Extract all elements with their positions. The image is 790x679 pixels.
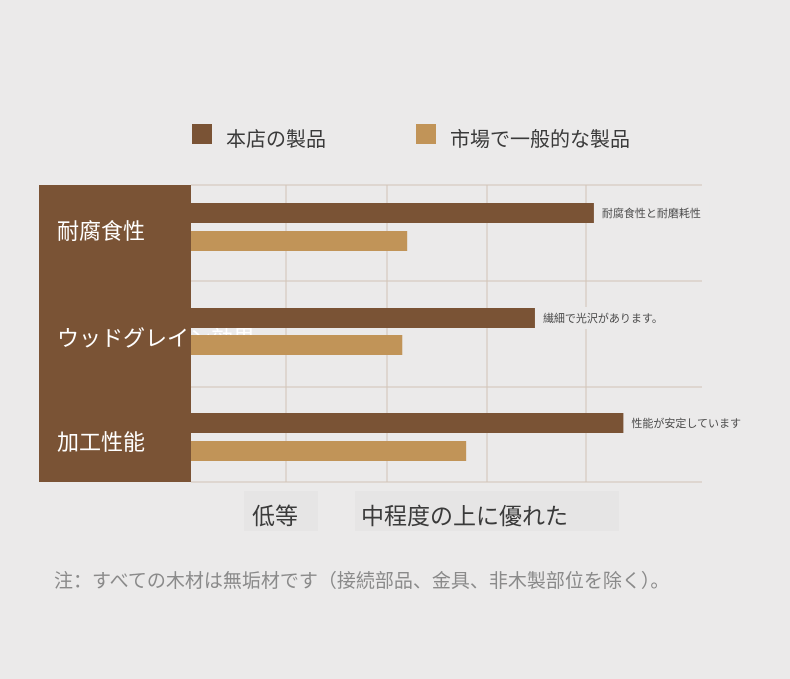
bar-ours-1 bbox=[191, 308, 535, 328]
callout-bg-1 bbox=[538, 307, 674, 329]
category-label-corrosion: 耐腐食性 bbox=[57, 220, 146, 245]
legend-swatch-market bbox=[416, 124, 436, 144]
bar-ours-0 bbox=[191, 203, 594, 223]
bar-callout-1: 繊細で光沢があります。 bbox=[543, 311, 663, 325]
bar-callout-2: 性能が安定しています bbox=[631, 416, 741, 430]
legend-label-ours: 本店の製品 bbox=[226, 127, 326, 151]
x-tick-box-low: 低等 bbox=[244, 491, 318, 531]
bar-market-1 bbox=[191, 335, 403, 355]
x-tick-label-high: 中程度の上に優れた bbox=[361, 504, 568, 530]
bar-ours-2 bbox=[191, 413, 624, 433]
legend-label-market: 市場で一般的な製品 bbox=[450, 127, 630, 151]
bar-callout-0: 耐腐食性と耐磨耗性 bbox=[602, 206, 701, 220]
bar-market-2 bbox=[191, 441, 467, 461]
legend-swatch-ours bbox=[192, 124, 212, 144]
category-label-processing: 加工性能 bbox=[57, 431, 146, 456]
callout-bg-2 bbox=[627, 412, 751, 434]
bar-market-0 bbox=[191, 231, 408, 251]
callout-bg-0 bbox=[597, 202, 710, 224]
footnote: 注：すべての木材は無垢材です（接続部品、金具、非木製部位を除く）。 bbox=[54, 570, 670, 592]
x-tick-box-high: 中程度の上に優れた bbox=[355, 491, 619, 531]
x-tick-label-low: 低等 bbox=[252, 504, 298, 530]
category-panel: 耐腐食性 ウッドグレイン効果 加工性能 bbox=[39, 185, 255, 482]
